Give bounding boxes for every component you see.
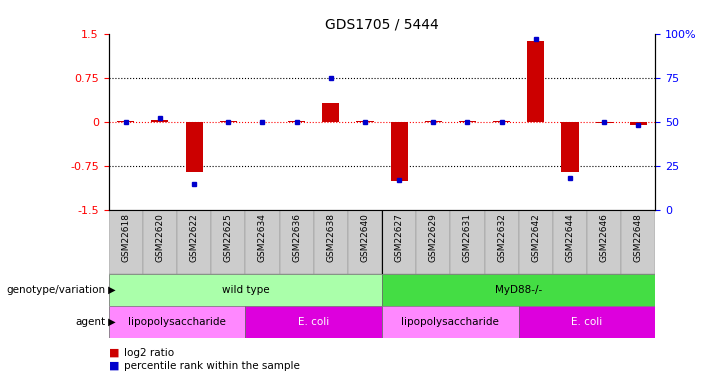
- Text: lipopolysaccharide: lipopolysaccharide: [128, 316, 226, 327]
- Text: ■: ■: [109, 361, 119, 370]
- Bar: [109, 210, 143, 274]
- Bar: [177, 210, 211, 274]
- Text: MyD88-/-: MyD88-/-: [495, 285, 543, 295]
- Bar: [519, 210, 553, 274]
- Text: GSM22638: GSM22638: [326, 213, 335, 262]
- Text: ▶: ▶: [105, 316, 116, 327]
- Bar: [587, 210, 621, 274]
- Bar: [348, 210, 382, 274]
- Bar: [425, 121, 442, 122]
- Bar: [382, 274, 655, 306]
- Bar: [382, 210, 416, 274]
- Text: GSM22631: GSM22631: [463, 213, 472, 262]
- Bar: [109, 274, 382, 306]
- Bar: [151, 120, 168, 122]
- Bar: [382, 306, 519, 338]
- Text: GSM22646: GSM22646: [599, 213, 608, 262]
- Text: GSM22622: GSM22622: [189, 213, 198, 262]
- Text: E. coli: E. coli: [298, 316, 329, 327]
- Text: GSM22632: GSM22632: [497, 213, 506, 262]
- Text: GSM22627: GSM22627: [395, 213, 404, 262]
- Text: GSM22629: GSM22629: [429, 213, 438, 262]
- Bar: [314, 210, 348, 274]
- Text: genotype/variation: genotype/variation: [6, 285, 105, 295]
- Text: GSM22618: GSM22618: [121, 213, 130, 262]
- Text: GSM22636: GSM22636: [292, 213, 301, 262]
- Bar: [390, 122, 408, 181]
- Text: agent: agent: [75, 316, 105, 327]
- Bar: [416, 210, 451, 274]
- Bar: [211, 210, 245, 274]
- Bar: [186, 122, 203, 172]
- Bar: [519, 306, 655, 338]
- Bar: [356, 121, 374, 122]
- Text: GSM22625: GSM22625: [224, 213, 233, 262]
- Text: E. coli: E. coli: [571, 316, 603, 327]
- Text: GSM22620: GSM22620: [156, 213, 165, 262]
- Text: ■: ■: [109, 348, 119, 357]
- Bar: [280, 210, 314, 274]
- Bar: [562, 122, 578, 172]
- Bar: [322, 103, 339, 122]
- Text: log2 ratio: log2 ratio: [124, 348, 175, 357]
- Bar: [143, 210, 177, 274]
- Bar: [493, 121, 510, 122]
- Bar: [245, 210, 280, 274]
- Bar: [459, 121, 476, 122]
- Text: lipopolysaccharide: lipopolysaccharide: [402, 316, 499, 327]
- Text: GSM22640: GSM22640: [360, 213, 369, 262]
- Text: GSM22634: GSM22634: [258, 213, 267, 262]
- Bar: [117, 121, 135, 122]
- Bar: [484, 210, 519, 274]
- Text: percentile rank within the sample: percentile rank within the sample: [124, 361, 300, 370]
- Bar: [527, 41, 545, 122]
- Bar: [553, 210, 587, 274]
- Bar: [245, 306, 382, 338]
- Text: wild type: wild type: [222, 285, 269, 295]
- Bar: [109, 306, 245, 338]
- Text: GSM22642: GSM22642: [531, 213, 540, 262]
- Bar: [219, 121, 237, 122]
- Text: GSM22648: GSM22648: [634, 213, 643, 262]
- Text: ▶: ▶: [105, 285, 116, 295]
- Bar: [288, 121, 305, 122]
- Bar: [621, 210, 655, 274]
- Bar: [629, 122, 647, 125]
- Bar: [451, 210, 484, 274]
- Title: GDS1705 / 5444: GDS1705 / 5444: [325, 17, 439, 31]
- Bar: [596, 122, 613, 123]
- Text: GSM22644: GSM22644: [566, 213, 575, 262]
